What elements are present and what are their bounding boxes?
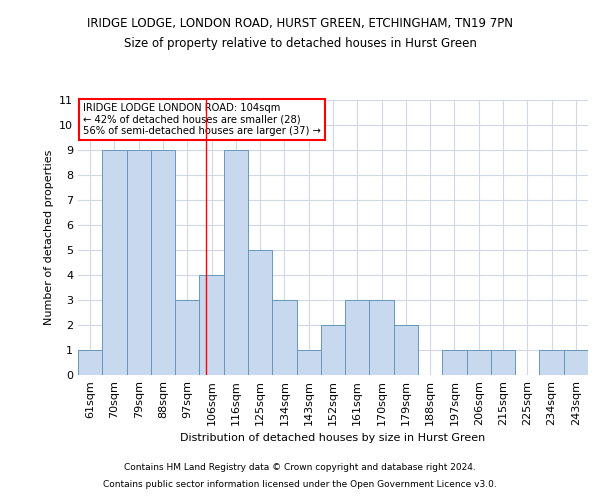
Text: IRIDGE LODGE LONDON ROAD: 104sqm
← 42% of detached houses are smaller (28)
56% o: IRIDGE LODGE LONDON ROAD: 104sqm ← 42% o…: [83, 103, 321, 136]
Bar: [224, 150, 248, 375]
Text: Size of property relative to detached houses in Hurst Green: Size of property relative to detached ho…: [124, 38, 476, 51]
Bar: [151, 150, 175, 375]
Bar: [539, 350, 564, 375]
Bar: [321, 325, 345, 375]
Text: Contains HM Land Registry data © Crown copyright and database right 2024.: Contains HM Land Registry data © Crown c…: [124, 464, 476, 472]
Text: Contains public sector information licensed under the Open Government Licence v3: Contains public sector information licen…: [103, 480, 497, 489]
Bar: [78, 350, 102, 375]
Bar: [442, 350, 467, 375]
Bar: [564, 350, 588, 375]
Bar: [175, 300, 199, 375]
Bar: [370, 300, 394, 375]
Bar: [102, 150, 127, 375]
Bar: [248, 250, 272, 375]
Bar: [272, 300, 296, 375]
Bar: [491, 350, 515, 375]
Bar: [199, 275, 224, 375]
Bar: [467, 350, 491, 375]
X-axis label: Distribution of detached houses by size in Hurst Green: Distribution of detached houses by size …: [181, 433, 485, 443]
Bar: [127, 150, 151, 375]
Y-axis label: Number of detached properties: Number of detached properties: [44, 150, 53, 325]
Bar: [394, 325, 418, 375]
Text: IRIDGE LODGE, LONDON ROAD, HURST GREEN, ETCHINGHAM, TN19 7PN: IRIDGE LODGE, LONDON ROAD, HURST GREEN, …: [87, 18, 513, 30]
Bar: [345, 300, 370, 375]
Bar: [296, 350, 321, 375]
